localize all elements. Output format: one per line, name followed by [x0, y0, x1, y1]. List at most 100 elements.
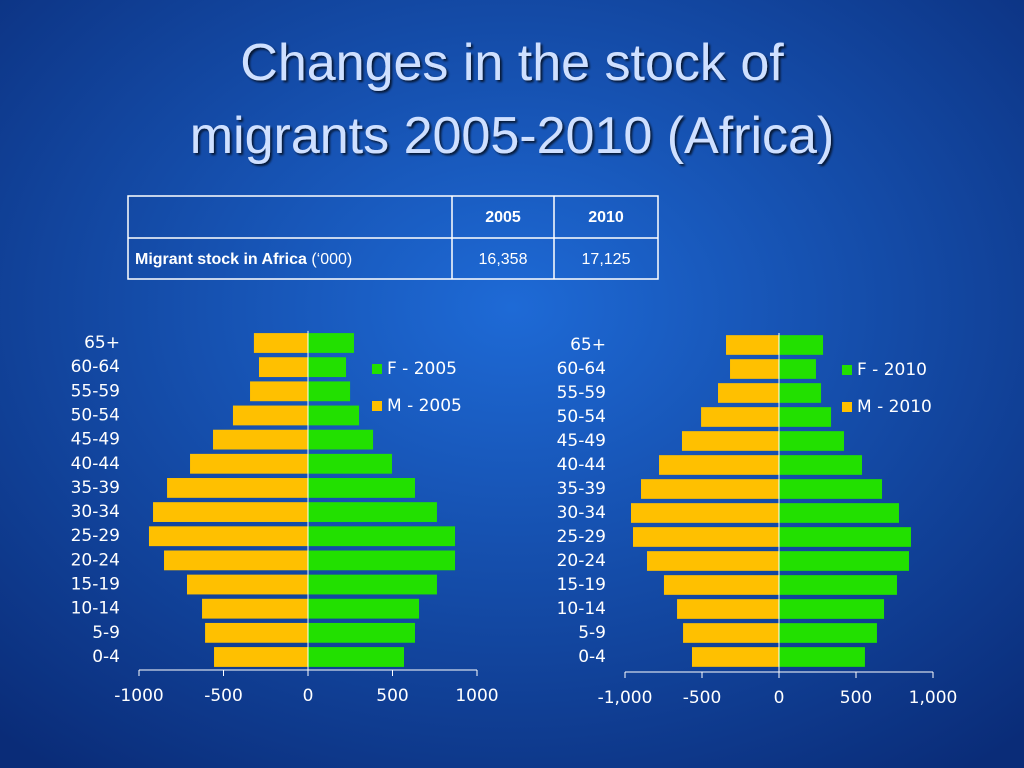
bar	[779, 455, 863, 475]
bar	[681, 431, 779, 451]
bar	[202, 598, 308, 619]
y-tick-label: 40-44	[71, 454, 120, 474]
legend-swatch	[842, 365, 852, 375]
table-row-label: Migrant stock in Africa (‘000)	[135, 251, 352, 268]
y-tick-label: 50-54	[557, 407, 606, 427]
bar	[148, 526, 308, 547]
y-tick-label: 30-34	[71, 502, 120, 522]
bar	[779, 623, 877, 643]
bar	[186, 574, 308, 595]
y-tick-label: 45-49	[557, 431, 606, 451]
bar	[779, 647, 865, 667]
row-label: Migrant stock in Africa	[135, 251, 307, 268]
y-tick-label: 65+	[570, 335, 606, 355]
bar	[683, 623, 779, 643]
table-cell: 16,358	[479, 251, 528, 268]
bar	[258, 357, 308, 378]
y-tick-label: 20-24	[557, 551, 606, 571]
bar	[253, 333, 308, 353]
legend-label: M - 2010	[857, 397, 932, 417]
y-tick-label: 60-64	[557, 359, 606, 379]
bar	[677, 599, 779, 619]
bar	[701, 407, 779, 427]
y-tick-label: 50-54	[71, 405, 120, 425]
y-tick-label: 5-9	[92, 623, 120, 643]
bar	[164, 550, 308, 571]
table-header: 2005	[485, 209, 521, 226]
bar	[308, 598, 420, 619]
y-tick-label: 15-19	[557, 575, 606, 595]
x-tick-label: 500	[840, 688, 872, 708]
bar	[308, 381, 351, 402]
bar	[779, 527, 911, 547]
legend-swatch	[372, 364, 382, 374]
y-tick-label: 25-29	[71, 526, 120, 546]
bar	[663, 575, 779, 595]
x-tick-label: 0	[303, 686, 314, 706]
bar	[308, 622, 415, 643]
y-tick-label: 65+	[84, 333, 120, 353]
y-tick-label: 30-34	[557, 503, 606, 523]
y-tick-label: 10-14	[557, 599, 606, 619]
legend-swatch	[372, 401, 382, 411]
legend-label: F - 2010	[857, 360, 927, 380]
y-tick-label: 0-4	[92, 647, 120, 667]
legend-swatch	[842, 402, 852, 412]
bar	[779, 407, 832, 427]
bar	[779, 383, 822, 403]
bar	[641, 479, 779, 499]
bar	[213, 429, 308, 450]
bar	[232, 405, 308, 426]
bar	[779, 359, 816, 379]
bar	[205, 622, 308, 643]
bar	[190, 453, 308, 474]
bar	[214, 647, 308, 667]
bar	[631, 503, 779, 523]
bar	[659, 455, 779, 475]
bar	[153, 502, 308, 522]
bar	[726, 335, 779, 355]
table-cell: 17,125	[582, 251, 631, 268]
bar	[779, 431, 844, 451]
bar	[779, 575, 897, 595]
bar	[167, 478, 308, 498]
x-tick-label: -500	[204, 686, 243, 706]
bar	[308, 647, 404, 667]
y-tick-label: 45-49	[71, 430, 120, 450]
y-tick-label: 55-59	[71, 381, 120, 401]
bar	[633, 527, 779, 547]
y-tick-label: 0-4	[578, 647, 606, 667]
bar	[779, 479, 883, 499]
table	[127, 195, 659, 280]
bar	[779, 335, 824, 355]
y-tick-label: 40-44	[557, 455, 606, 475]
bar	[308, 550, 456, 571]
bar	[308, 405, 360, 426]
bar	[779, 599, 885, 619]
y-tick-label: 25-29	[557, 527, 606, 547]
title-line: migrants 2005-2010 (Africa)	[190, 107, 835, 165]
x-tick-label: -1000	[114, 686, 163, 706]
bar	[250, 381, 308, 402]
y-tick-label: 5-9	[578, 623, 606, 643]
bar	[718, 383, 779, 403]
y-tick-label: 60-64	[71, 357, 120, 377]
bar	[308, 453, 392, 474]
x-tick-label: 1000	[455, 686, 498, 706]
bar	[691, 647, 779, 667]
y-tick-label: 15-19	[71, 575, 120, 595]
y-tick-label: 20-24	[71, 550, 120, 570]
row-unit: (‘000)	[311, 251, 352, 268]
y-tick-label: 55-59	[557, 383, 606, 403]
x-tick-label: -500	[683, 688, 722, 708]
bar	[779, 503, 899, 523]
bar	[308, 574, 437, 595]
bar	[308, 429, 374, 450]
y-tick-label: 10-14	[71, 599, 120, 619]
y-tick-label: 35-39	[557, 479, 606, 499]
legend-label: F - 2005	[387, 359, 457, 379]
bar	[308, 357, 347, 378]
x-tick-label: 0	[774, 688, 785, 708]
table-header: 2010	[588, 209, 624, 226]
